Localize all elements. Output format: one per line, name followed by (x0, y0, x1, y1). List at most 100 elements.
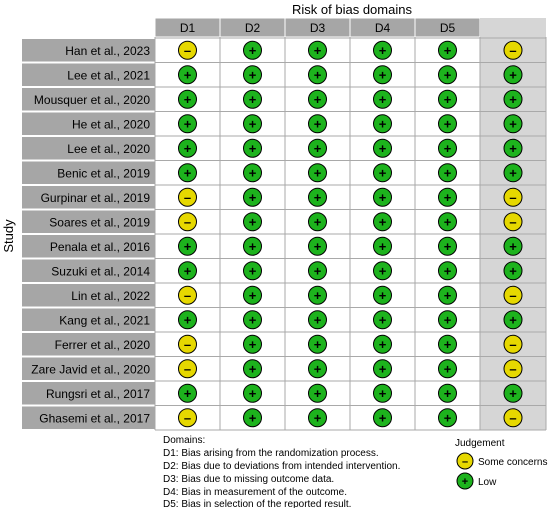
low-judgement-d3-5: + (308, 138, 327, 158)
domain-description-d3: D3: Bias due to missing outcome data. (163, 474, 334, 485)
judgement-symbol: + (444, 263, 452, 278)
judgement-circle (308, 334, 327, 354)
judgement-symbol: – (509, 361, 516, 376)
low-judgement-d2-2: + (243, 65, 262, 85)
low-judgement-d3-2: + (308, 65, 327, 85)
judgement-circle (438, 138, 457, 158)
judgement-symbol: – (184, 43, 191, 58)
low-judgement-d2-8: + (243, 212, 262, 232)
judgement-circle (178, 138, 197, 158)
judgement-circle (308, 40, 327, 60)
judgement-symbol: + (314, 361, 322, 376)
low-judgement-d4-2: + (373, 65, 392, 85)
judgement-circle (503, 89, 523, 109)
low-judgement-d2-13: + (243, 334, 262, 354)
low-judgement-d5-3: + (438, 89, 457, 109)
judgement-symbol: + (379, 312, 387, 327)
judgement-symbol: + (249, 43, 257, 58)
judgement-symbol: + (444, 67, 452, 82)
judgement-circle (243, 212, 262, 232)
judgement-symbol: + (314, 410, 322, 425)
judgement-circle (503, 65, 523, 85)
study-label-lin-et-al-2022: Lin et al., 2022 (71, 289, 150, 303)
study-label-han-et-al-2023: Han et al., 2023 (65, 44, 150, 58)
study-label-bg (22, 308, 155, 331)
judgement-symbol: + (379, 67, 387, 82)
study-label-bg (22, 137, 155, 160)
low-judgement-d1-2: + (178, 65, 197, 85)
study-label-bg (22, 63, 155, 86)
domain-description-d5: D5: Bias in selection of the reported re… (163, 499, 351, 508)
low-judgement-d3-11: + (308, 285, 327, 305)
domain-description-d2: D2: Bias due to deviations from intended… (163, 461, 400, 472)
judgement-symbol: + (444, 190, 452, 205)
judgement-circle (373, 408, 392, 428)
judgement-circle (243, 89, 262, 109)
judgement-circle (243, 408, 262, 428)
study-label-bg (22, 406, 155, 429)
column-header-d1: D1 (180, 21, 196, 35)
low-judgement-d3-7: + (308, 187, 327, 207)
judgement-circle (438, 383, 457, 403)
judgement-symbol: – (184, 288, 191, 303)
low-judgement-d3-9: + (308, 236, 327, 256)
judgement-circle (438, 163, 457, 183)
judgement-symbol: + (314, 190, 322, 205)
low-judgement-d5-13: + (438, 334, 457, 354)
judgement-symbol: + (379, 239, 387, 254)
study-label-bg (22, 284, 155, 307)
judgement-circle (308, 261, 327, 281)
judgement-circle (438, 359, 457, 379)
low-judgement-d2-15: + (243, 383, 262, 403)
low-judgement-d1-12: + (178, 310, 197, 330)
judgement-symbol: + (314, 312, 322, 327)
study-label-bg (22, 112, 155, 135)
study-label-zare-javid-et-al-2020: Zare Javid et al., 2020 (31, 362, 150, 376)
low-judgement-d5-2: + (438, 65, 457, 85)
judgement-symbol: + (379, 214, 387, 229)
judgement-circle (243, 187, 262, 207)
low-judgement-d5-6: + (438, 163, 457, 183)
judgement-symbol: + (379, 410, 387, 425)
study-label-bg (22, 88, 155, 111)
low-judgement-overall-2: + (503, 65, 523, 85)
low-judgement-d3-8: + (308, 212, 327, 232)
study-label-lee-et-al-2020: Lee et al., 2020 (67, 142, 150, 156)
domain-description-d1: D1: Bias arising from the randomization … (163, 448, 379, 459)
judgement-circle (438, 187, 457, 207)
low-judgement-d5-9: + (438, 236, 457, 256)
judgement-symbol: – (509, 288, 516, 303)
some-concerns-judgement-overall-7: – (503, 187, 523, 207)
judgement-symbol: + (314, 239, 322, 254)
judgement-symbol: + (379, 337, 387, 352)
judgement-symbol: + (249, 92, 257, 107)
judgement-symbol: + (509, 263, 517, 278)
study-label-benic-et-al-2019: Benic et al., 2019 (57, 166, 150, 180)
judgement-circle (308, 285, 327, 305)
low-judgement-d2-4: + (243, 114, 262, 134)
low-judgement-d2-9: + (243, 236, 262, 256)
judgement-symbol: – (509, 190, 516, 205)
low-judgement-d3-6: + (308, 163, 327, 183)
judgement-circle (178, 89, 197, 109)
low-judgement-d2-5: + (243, 138, 262, 158)
judgement-circle (243, 114, 262, 134)
judgement-symbol: – (509, 410, 516, 425)
judgement-circle (178, 383, 197, 403)
judgement-circle (503, 163, 523, 183)
study-label-he-et-al-2020: He et al., 2020 (72, 117, 150, 131)
low-judgement-d4-12: + (373, 310, 392, 330)
legend-swatch (456, 452, 474, 470)
low-judgement-d1-4: + (178, 114, 197, 134)
low-judgement-overall-6: + (503, 163, 523, 183)
judgement-symbol: + (379, 43, 387, 58)
low-judgement-d5-14: + (438, 359, 457, 379)
judgement-circle (503, 261, 523, 281)
judgement-circle (243, 138, 262, 158)
low-judgement-d1-10: + (178, 261, 197, 281)
judgement-symbol: + (379, 190, 387, 205)
low-judgement-d4-16: + (373, 408, 392, 428)
judgement-symbol: + (509, 92, 517, 107)
study-label-kang-et-al-2021: Kang et al., 2021 (59, 313, 150, 327)
low-judgement-d4-4: + (373, 114, 392, 134)
